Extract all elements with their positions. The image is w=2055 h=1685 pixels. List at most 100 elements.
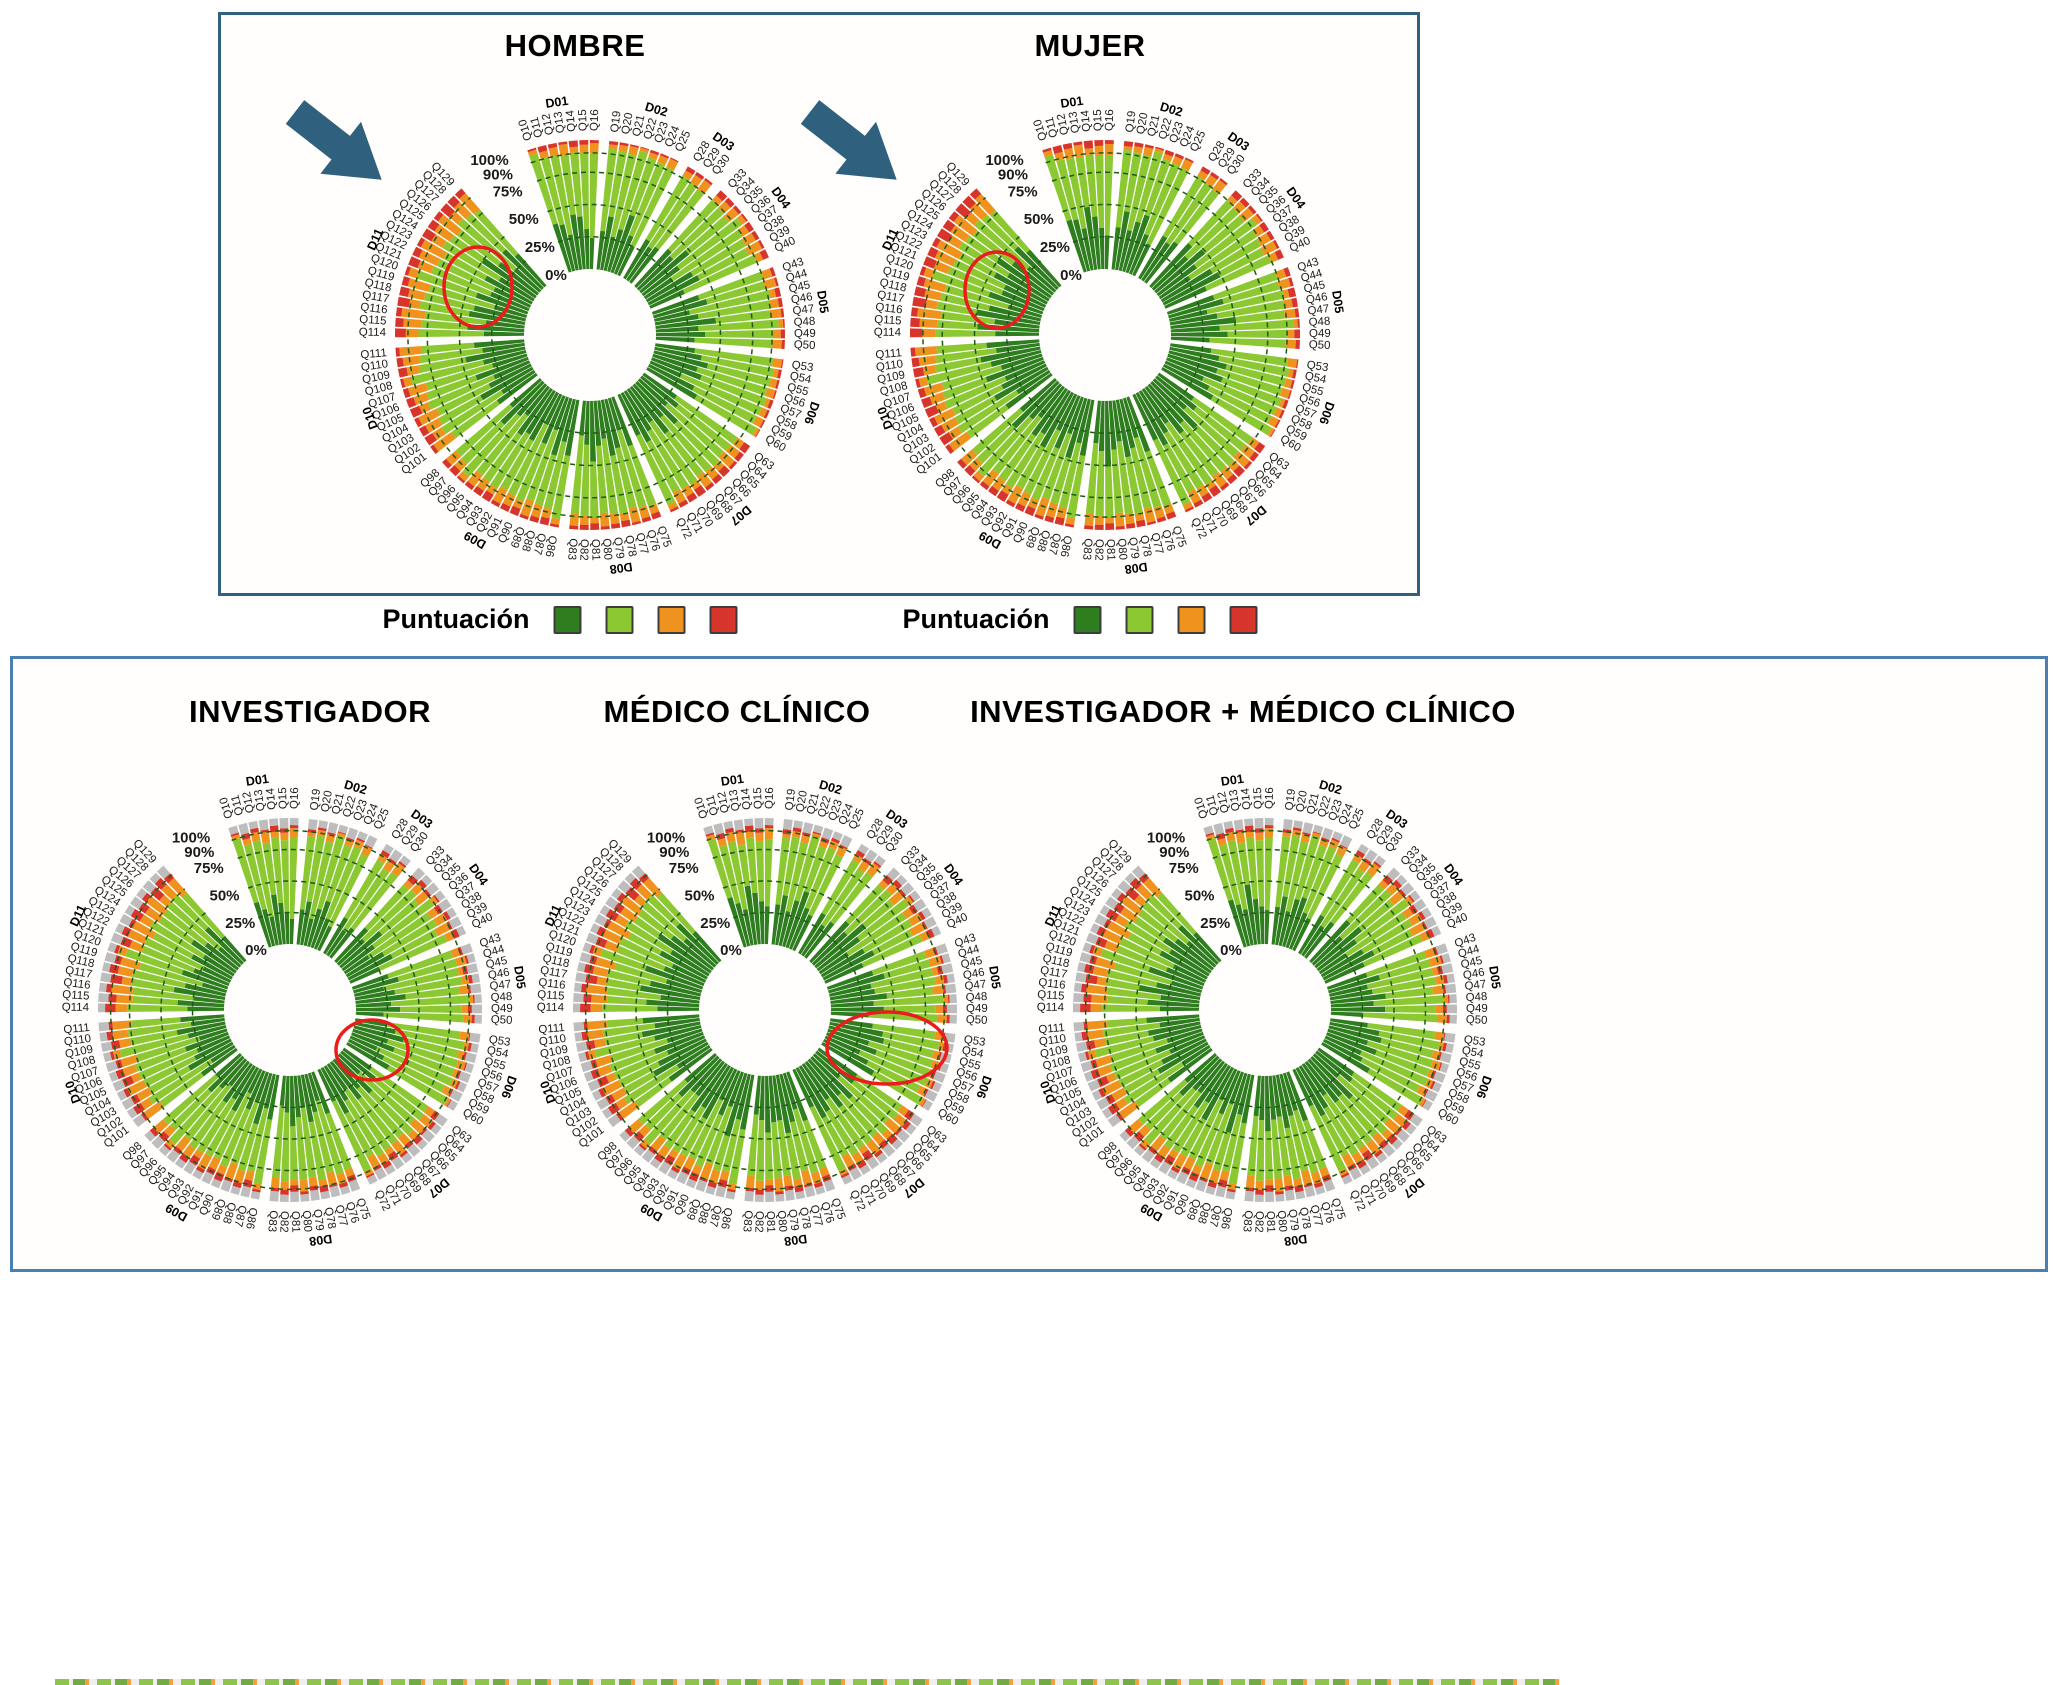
question-bar [647,239,765,306]
domain-label: D08 [308,1232,333,1249]
question-bar [1085,932,1205,987]
question-bar [158,1058,248,1157]
question-bar [811,874,908,966]
question-bar [655,329,785,339]
domain-label: D02 [1158,100,1184,120]
question-bar [1176,1068,1238,1185]
question-bar [346,1042,458,1111]
question-label: Q79 [311,1208,326,1231]
question-label: Q48 [1308,316,1330,329]
question-bar [347,1038,463,1102]
question-bar [1205,1072,1248,1196]
question-bar [821,1042,933,1111]
question-bar [942,219,1052,299]
question-bar [910,339,1040,357]
question-bar [1122,146,1165,273]
question-label: Q77 [633,532,650,556]
question-bar [658,1064,731,1175]
question-bar [816,890,921,972]
question-bar [1185,1070,1241,1189]
question-bar [307,824,349,948]
domain-label: D01 [245,772,270,789]
question-bar [240,1073,276,1198]
question-bar [830,1004,957,1014]
question-bar [957,378,1057,469]
question-bar [620,392,689,508]
question-label: Q13 [1067,111,1082,134]
question-bar [279,818,290,945]
question-bar [1149,1062,1228,1169]
tick-labels-layer: 100%90%75% 50% 25% 0% [985,152,1082,284]
question-bar [1144,177,1228,284]
question-label: Q21 [631,114,648,138]
question-label: Q12 [716,790,732,814]
question-bar [655,343,784,369]
highlight-circle [334,1018,410,1082]
question-bar [1125,149,1175,274]
question-label: Q114 [359,327,387,339]
question-bar [1089,923,1207,983]
question-label: Q19 [309,788,324,811]
question-bar [911,342,1040,368]
question-bar [1330,1018,1456,1043]
question-bar [395,317,525,333]
question-bar [945,372,1053,454]
question-label: Q110 [875,358,904,374]
question-bar [580,1028,703,1073]
question-label: Q45 [485,955,509,972]
question-bar [1024,395,1081,517]
question-label: Q79 [611,536,626,559]
question-bar [100,1021,226,1053]
question-bar [626,171,705,282]
question-bar [607,146,650,273]
question-bar [1131,865,1222,963]
question-bar [1073,993,1200,1008]
question-bar [828,953,951,994]
question-bar [646,367,761,438]
question-label: Q78 [1137,534,1153,558]
question-bar [1135,392,1204,508]
question-label: Q87 [531,532,548,556]
question-bar [340,1050,442,1135]
gridlines-layer [1084,829,1446,1191]
question-label: Q19 [609,110,624,133]
question-label: Q53 [791,359,814,374]
question-bar [792,1068,853,1185]
question-label: Q81 [1264,1211,1277,1233]
question-bar [1161,367,1276,438]
question-label: Q22 [1157,117,1175,141]
question-bar [1311,874,1408,966]
question-label: Q54 [1461,1045,1485,1061]
question-label: Q55 [1458,1056,1482,1073]
question-label: Q47 [1307,303,1330,317]
question-label: Q15 [277,787,290,809]
question-bar [300,1074,331,1200]
question-label: Q111 [360,347,387,361]
question-bar [600,399,631,528]
question-bar [1275,820,1304,946]
question-bar [623,390,698,503]
question-bar [607,1047,713,1128]
question-bar [804,855,886,959]
question-bar [1126,1055,1220,1150]
question-label: Q110 [360,358,389,374]
question-bar [1315,1050,1417,1135]
question-label: Q117 [361,289,390,306]
question-bar [142,880,242,968]
question-label: Q86 [718,1206,734,1230]
question-bar [326,849,403,957]
question-bar [1138,166,1211,280]
question-label: Q11 [1044,116,1061,139]
question-bar [568,140,586,270]
question-bar [645,230,760,303]
domain-label: D08 [609,559,634,576]
question-bar [583,1031,704,1082]
question-label: Q81 [589,539,602,561]
question-bar [103,1024,227,1063]
question-bar [1080,1028,1203,1073]
question-bar [1107,1047,1213,1128]
question-bar [1170,343,1299,369]
question-bar [1126,396,1177,520]
score-swatch-red [709,605,738,634]
